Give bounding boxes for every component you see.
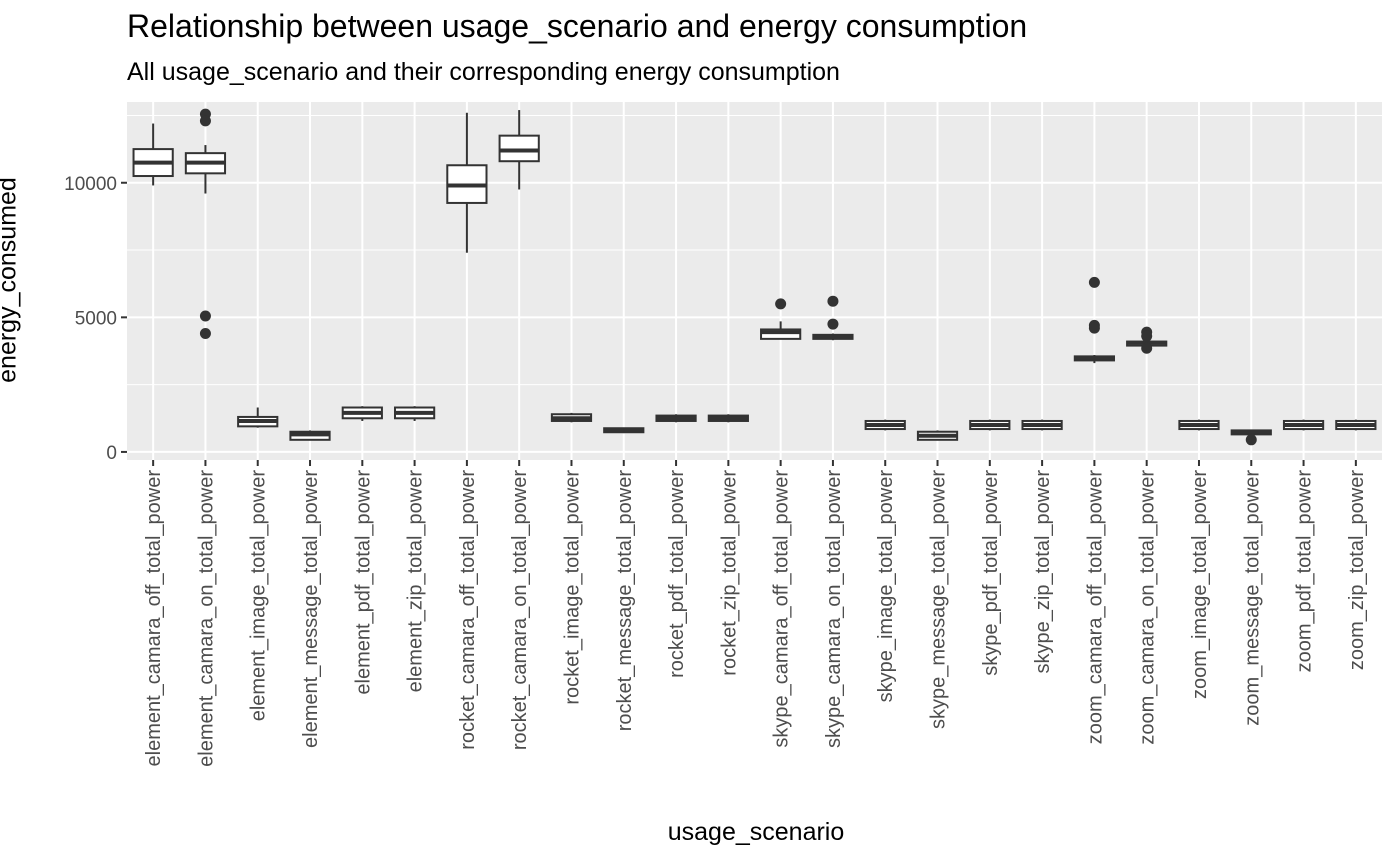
outlier-point — [1245, 434, 1257, 446]
outlier-point — [1141, 330, 1153, 342]
x-tick-label: element_image_total_power — [248, 470, 270, 722]
x-tick-label: skype_image_total_power — [875, 470, 897, 703]
x-tick-label: skype_pdf_total_power — [980, 470, 1002, 676]
x-tick-label: element_pdf_total_power — [352, 470, 374, 695]
y-tick-label: 5000 — [75, 308, 117, 329]
x-tick-label: skype_zip_total_power — [1032, 470, 1054, 674]
x-tick-label: skype_camara_on_total_power — [823, 470, 845, 748]
box-iqr — [760, 328, 802, 340]
x-axis-title: usage_scenario — [667, 818, 845, 846]
x-tick-label: element_camara_off_total_power — [143, 470, 165, 767]
x-tick-label: rocket_camara_on_total_power — [509, 470, 531, 751]
x-tick-label: rocket_zip_total_power — [718, 470, 740, 676]
x-tick-label: element_camara_on_total_power — [195, 470, 217, 767]
x-tick-label: rocket_pdf_total_power — [666, 470, 688, 678]
chart-title: Relationship between usage_scenario and … — [127, 8, 1028, 44]
x-tick-label: rocket_camara_off_total_power — [457, 470, 479, 750]
outlier-point — [199, 327, 211, 339]
y-tick-label: 0 — [106, 443, 117, 464]
x-tick-label: skype_camara_off_total_power — [771, 470, 793, 748]
outlier-point — [827, 295, 839, 307]
outlier-point — [199, 310, 211, 322]
x-tick-label: zoom_camara_on_total_power — [1137, 470, 1159, 745]
y-tick-label: 10000 — [64, 174, 117, 195]
box-iqr — [498, 134, 540, 163]
plot-panel — [127, 102, 1382, 460]
chart-subtitle: All usage_scenario and their correspondi… — [127, 58, 840, 86]
outlier-point — [1088, 322, 1100, 334]
x-tick-label: zoom_message_total_power — [1241, 470, 1263, 726]
x-tick-label: element_message_total_power — [300, 470, 322, 748]
x-tick-label: rocket_message_total_power — [614, 470, 636, 732]
x-tick-label: zoom_zip_total_power — [1346, 470, 1368, 670]
outlier-point — [1141, 342, 1153, 354]
x-tick-label: zoom_camara_off_total_power — [1084, 470, 1106, 745]
x-tick-label: skype_message_total_power — [928, 470, 950, 729]
outlier-point — [1088, 276, 1100, 288]
x-tick-label: zoom_image_total_power — [1189, 470, 1211, 699]
outlier-point — [775, 298, 787, 310]
outlier-point — [199, 115, 211, 127]
x-tick-label: rocket_image_total_power — [561, 470, 583, 705]
outlier-point — [827, 318, 839, 330]
x-tick-label: zoom_pdf_total_power — [1294, 470, 1316, 673]
x-tick-label: element_zip_total_power — [405, 470, 427, 693]
